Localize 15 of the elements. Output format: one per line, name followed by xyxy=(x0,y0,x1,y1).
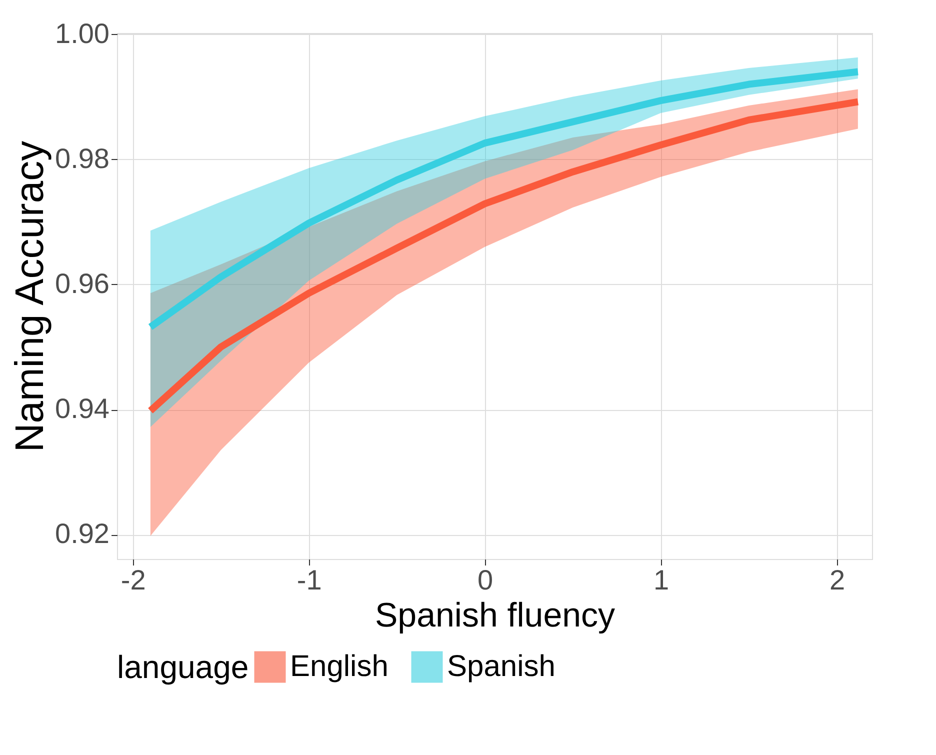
legend-label: English xyxy=(290,650,388,683)
x-tick-label: 0 xyxy=(478,564,494,596)
x-tick-label: 1 xyxy=(654,564,670,596)
y-tick-label: 0.98 xyxy=(55,142,110,174)
legend-title: language xyxy=(117,649,249,685)
x-tick-label: 2 xyxy=(830,564,846,596)
x-tick-label: -2 xyxy=(120,564,146,596)
y-tick-label: 1.00 xyxy=(55,18,110,49)
x-axis-title: Spanish fluency xyxy=(374,596,616,634)
x-tick-label: -1 xyxy=(296,564,322,596)
legend-label: Spanish xyxy=(447,650,556,683)
y-tick-label: 0.96 xyxy=(55,268,110,299)
y-tick-label: 0.94 xyxy=(55,393,110,424)
y-tick-label: 0.92 xyxy=(55,518,110,550)
y-axis-title: Naming Accuracy xyxy=(8,140,52,452)
